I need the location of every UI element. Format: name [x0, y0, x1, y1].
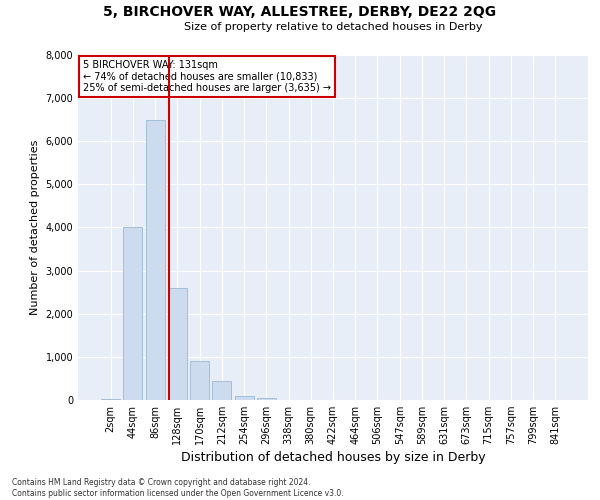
X-axis label: Distribution of detached houses by size in Derby: Distribution of detached houses by size …	[181, 452, 485, 464]
Text: Contains HM Land Registry data © Crown copyright and database right 2024.
Contai: Contains HM Land Registry data © Crown c…	[12, 478, 344, 498]
Y-axis label: Number of detached properties: Number of detached properties	[30, 140, 40, 315]
Bar	[235, 396, 254, 400]
Bar	[146, 120, 164, 400]
Text: 5, BIRCHOVER WAY, ALLESTREE, DERBY, DE22 2QG: 5, BIRCHOVER WAY, ALLESTREE, DERBY, DE22…	[103, 5, 497, 19]
Bar	[257, 398, 276, 400]
Bar	[168, 288, 187, 400]
Bar	[190, 361, 209, 400]
Bar	[101, 399, 120, 400]
Title: Size of property relative to detached houses in Derby: Size of property relative to detached ho…	[184, 22, 482, 32]
Bar	[212, 380, 231, 400]
Text: 5 BIRCHOVER WAY: 131sqm
← 74% of detached houses are smaller (10,833)
25% of sem: 5 BIRCHOVER WAY: 131sqm ← 74% of detache…	[83, 60, 331, 94]
Bar	[124, 228, 142, 400]
